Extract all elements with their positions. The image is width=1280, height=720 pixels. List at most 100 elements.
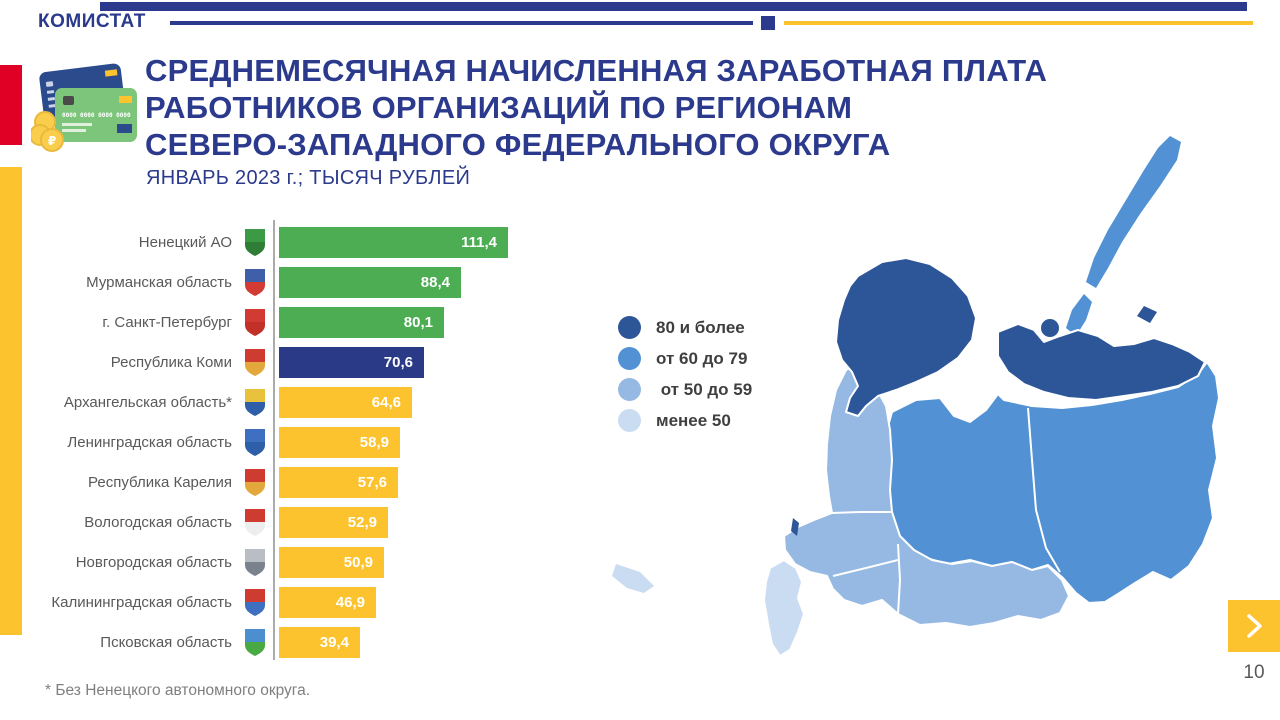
value-bar: 80,1 [279, 306, 444, 338]
header-rule-yellow [784, 21, 1253, 25]
map-novaya-zemlya-south-shape [1066, 294, 1092, 336]
map-saint-petersburg-shape [791, 518, 799, 536]
value-label: 50,9 [343, 553, 373, 571]
value-bar: 64,6 [279, 386, 412, 418]
chevron-right-icon [1247, 614, 1262, 638]
page-title-line3: СЕВЕРО-ЗАПАДНОГО ФЕДЕРАЛЬНОГО ОКРУГА [145, 127, 891, 162]
murmansk-coat-of-arms-icon [245, 269, 265, 296]
header-rule-navy [170, 21, 753, 25]
bar-row: г. Санкт-Петербург 80,1 [45, 302, 585, 342]
value-label: 88,4 [420, 273, 450, 291]
map-pskov-shape [763, 559, 805, 657]
value-bar: 111,4 [279, 226, 508, 258]
chart-axis-line [273, 220, 275, 660]
map-novaya-zemlya-shape [1086, 136, 1181, 288]
value-bar: 58,9 [279, 426, 400, 458]
value-bar: 52,9 [279, 506, 388, 538]
bar-rows: Ненецкий АО 111,4 Мурманская область 88,… [45, 222, 585, 662]
value-bar: 70,6 [279, 346, 424, 378]
map-kolguyev-island-shape [1041, 319, 1059, 337]
brand-logo-text: КОМИСТАТ [38, 11, 146, 32]
map-vaygach-island-shape [1137, 306, 1157, 323]
novgorod-coat-of-arms-icon [245, 549, 265, 576]
bar-row: Новгородская область 50,9 [45, 542, 585, 582]
region-label: Республика Карелия [88, 473, 232, 491]
region-label: Республика Коми [110, 353, 232, 371]
legend-item: от 50 до 59 [618, 374, 752, 405]
value-label: 57,6 [357, 473, 387, 491]
legend-item-label: от 50 до 59 [656, 379, 753, 399]
value-label: 58,9 [359, 433, 389, 451]
header-rule-square [761, 16, 775, 30]
arkhangelsk-coat-of-arms-icon [245, 389, 265, 416]
leningrad-coat-of-arms-icon [245, 429, 265, 456]
value-label: 80,1 [403, 313, 433, 331]
legend-item-label: от 60 до 79 [656, 348, 748, 368]
page-title-line2: РАБОТНИКОВ ОРГАНИЗАЦИЙ ПО РЕГИОНАМ [145, 90, 853, 125]
karelia-coat-of-arms-icon [245, 469, 265, 496]
value-label: 64,6 [371, 393, 401, 411]
map-murmansk-shape [835, 257, 977, 417]
komi-coat-of-arms-icon [245, 349, 265, 376]
region-label: г. Санкт-Петербург [102, 313, 232, 331]
value-label: 111,4 [461, 233, 497, 251]
region-label: Псковская область [100, 633, 232, 651]
region-label: Вологодская область [84, 513, 232, 531]
left-edge-red-block [0, 65, 22, 145]
bar-row: Ненецкий АО 111,4 [45, 222, 585, 262]
region-map [600, 100, 1280, 675]
region-label: Новгородская область [75, 553, 232, 571]
bar-row: Архангельская область* 64,6 [45, 382, 585, 422]
map-karelia-leningrad-novgorod-vologda-shape [783, 359, 1070, 628]
bar-row: Калининградская область 46,9 [45, 582, 585, 622]
region-label: Ленинградская область [67, 433, 232, 451]
page-number: 10 [1243, 662, 1265, 683]
legend-item-label: 80 и более [656, 317, 745, 337]
value-label: 39,4 [319, 633, 349, 651]
value-bar: 39,4 [279, 626, 360, 658]
nenets-ao-coat-of-arms-icon [245, 229, 265, 256]
bar-row: Республика Карелия 57,6 [45, 462, 585, 502]
bar-chart: Ненецкий АО 111,4 Мурманская область 88,… [45, 222, 585, 662]
bar-row: Мурманская область 88,4 [45, 262, 585, 302]
region-label: Ненецкий АО [138, 233, 232, 251]
vologda-coat-of-arms-icon [245, 509, 265, 536]
value-bar: 46,9 [279, 586, 376, 618]
svg-text:₽: ₽ [48, 134, 56, 148]
legend-color-dot-icon [618, 347, 641, 370]
next-slide-button[interactable] [1228, 600, 1280, 652]
saint-petersburg-coat-of-arms-icon [245, 309, 265, 336]
page-subtitle: ЯНВАРЬ 2023 г.; ТЫСЯЧ РУБЛЕЙ [146, 167, 471, 189]
legend-item: 80 и более [618, 312, 752, 343]
value-label: 70,6 [383, 353, 413, 371]
bar-row: Республика Коми 70,6 [45, 342, 585, 382]
legend-color-dot-icon [618, 378, 641, 401]
left-edge-yellow-block [0, 167, 22, 635]
value-bar: 50,9 [279, 546, 384, 578]
region-label: Калининградская область [51, 593, 232, 611]
value-label: 52,9 [347, 513, 377, 531]
top-accent-bar [100, 2, 1247, 11]
bank-cards-coins-icon: 0000 0000 0000 0000 ₽ [29, 60, 137, 157]
legend-item-label: менее 50 [656, 410, 731, 430]
legend-color-dot-icon [618, 316, 641, 339]
region-label: Архангельская область* [63, 393, 232, 411]
legend-color-dot-icon [618, 409, 641, 432]
region-label: Мурманская область [86, 273, 232, 291]
svg-text:0000 0000 0000 0000: 0000 0000 0000 0000 [62, 112, 131, 119]
map-nenets-shape [997, 323, 1206, 401]
bar-row: Псковская область 39,4 [45, 622, 585, 662]
value-bar: 57,6 [279, 466, 398, 498]
legend-item: от 60 до 79 [618, 343, 752, 374]
value-bar: 88,4 [279, 266, 461, 298]
value-label: 46,9 [335, 593, 365, 611]
map-kaliningrad-shape [612, 564, 654, 593]
legend-item: менее 50 [618, 405, 752, 436]
pskov-coat-of-arms-icon [245, 629, 265, 656]
page-title-line1: СРЕДНЕМЕСЯЧНАЯ НАЧИСЛЕННАЯ ЗАРАБОТНАЯ ПЛ… [145, 53, 1048, 88]
map-legend: 80 и более от 60 до 79 от 50 до 59 менее… [618, 312, 752, 436]
kaliningrad-coat-of-arms-icon [245, 589, 265, 616]
bar-row: Ленинградская область 58,9 [45, 422, 585, 462]
bar-row: Вологодская область 52,9 [45, 502, 585, 542]
